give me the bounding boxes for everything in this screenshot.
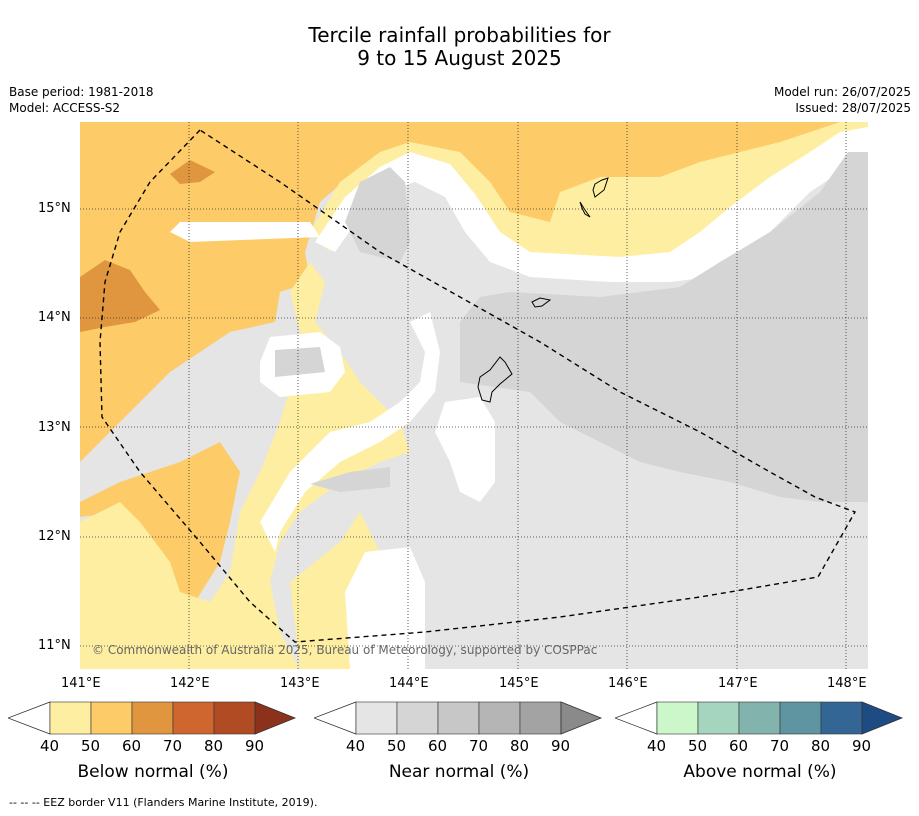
near-cb-swatch-50-60 xyxy=(396,701,439,735)
above-cb-swatch-40-50 xyxy=(656,701,699,735)
lon-label-145e: 145°E xyxy=(499,676,539,691)
near-cb-swatch-70-80 xyxy=(478,701,521,735)
above-cb-swatch-50-60 xyxy=(697,701,740,735)
issued-date: Issued: 28/07/2025 xyxy=(795,101,911,115)
below-cb-tick-80: 80 xyxy=(204,737,224,755)
graticule xyxy=(80,122,868,669)
chart-title-line1: Tercile rainfall probabilities for xyxy=(308,23,611,47)
near-cb-swatch-60-70 xyxy=(437,701,480,735)
above-cb-tick-40: 40 xyxy=(647,737,667,755)
above-cb-swatch-70-80 xyxy=(779,701,822,735)
lon-label-147e: 147°E xyxy=(718,676,758,691)
near-cb-tick-60: 60 xyxy=(428,737,448,755)
above-cb-tick-50: 50 xyxy=(688,737,708,755)
no-dominant-south-patch xyxy=(345,547,425,669)
lon-label-142e: 142°E xyxy=(170,676,210,691)
lon-label-141e: 141°E xyxy=(61,676,101,691)
near-cb-swatch-40-50 xyxy=(355,701,398,735)
near-normal-colorbar-title: Near normal (%) xyxy=(388,762,530,782)
chart-title-line2: 9 to 15 August 2025 xyxy=(357,46,562,70)
near-cb-upper-extension xyxy=(560,701,603,735)
model-name: Model: ACCESS-S2 xyxy=(9,101,121,115)
below-cb-swatch-40-50 xyxy=(49,701,92,735)
lat-label-11n: 11°N xyxy=(38,638,71,653)
lon-label-143e: 143°E xyxy=(280,676,320,691)
below-cb-tick-50: 50 xyxy=(81,737,101,755)
above-cb-tick-70: 70 xyxy=(770,737,790,755)
below-cb-lower-extension xyxy=(8,701,51,735)
above-cb-lower-extension xyxy=(615,701,658,735)
above-cb-tick-80: 80 xyxy=(811,737,831,755)
near-cb-tick-80: 80 xyxy=(510,737,530,755)
below-cb-swatch-70-80 xyxy=(172,701,215,735)
guam-island xyxy=(477,356,513,403)
above-cb-tick-60: 60 xyxy=(729,737,749,755)
lat-label-12n: 12°N xyxy=(38,529,71,544)
lat-label-13n: 13°N xyxy=(38,420,71,435)
above-cb-swatch-60-70 xyxy=(738,701,781,735)
below-cb-swatch-60-70 xyxy=(131,701,174,735)
above-cb-swatch-80-90 xyxy=(820,701,863,735)
lat-label-14n: 14°N xyxy=(38,310,71,325)
below-cb-swatch-50-60 xyxy=(90,701,133,735)
near-cb-tick-70: 70 xyxy=(469,737,489,755)
above-normal-colorbar xyxy=(615,701,904,735)
below-normal-40-band-north xyxy=(310,122,868,272)
no-dominant-band-north xyxy=(315,127,868,282)
near-cb-tick-90: 90 xyxy=(551,737,571,755)
near-cb-tick-40: 40 xyxy=(346,737,366,755)
below-cb-tick-70: 70 xyxy=(163,737,183,755)
below-normal-colorbar-title: Below normal (%) xyxy=(77,762,229,782)
near-normal-50-sliver xyxy=(310,467,390,492)
near-normal-50-ring xyxy=(275,347,325,377)
above-cb-upper-extension xyxy=(861,701,904,735)
near-cb-swatch-80-90 xyxy=(519,701,562,735)
lon-label-146e: 146°E xyxy=(608,676,648,691)
below-normal-colorbar xyxy=(8,701,297,735)
near-normal-50-region xyxy=(460,152,868,502)
base-period: Base period: 1981-2018 xyxy=(9,85,154,99)
lon-label-144e: 144°E xyxy=(389,676,429,691)
lon-label-148e: 148°E xyxy=(827,676,867,691)
below-normal-50-south xyxy=(80,442,240,602)
near-normal-colorbar xyxy=(314,701,603,735)
below-cb-tick-40: 40 xyxy=(40,737,60,755)
below-normal-60-west xyxy=(80,260,160,332)
below-cb-swatch-80-90 xyxy=(213,701,256,735)
below-normal-60-northwest xyxy=(170,160,215,184)
no-dominant-band-mid xyxy=(170,222,320,242)
no-dominant-east-ring xyxy=(435,397,495,502)
near-cb-lower-extension xyxy=(314,701,357,735)
below-cb-tick-90: 90 xyxy=(245,737,265,755)
copyright-notice: © Commonwealth of Australia 2025, Bureau… xyxy=(92,643,597,657)
lat-label-15n: 15°N xyxy=(38,201,71,216)
near-cb-tick-50: 50 xyxy=(387,737,407,755)
eez-border-footnote: -- -- -- EEZ border V11 (Flanders Marine… xyxy=(9,796,318,809)
rota-island xyxy=(531,297,552,308)
saipan-island xyxy=(592,177,609,198)
below-cb-upper-extension xyxy=(254,701,297,735)
no-dominant-band-south xyxy=(260,312,440,552)
above-cb-tick-90: 90 xyxy=(852,737,872,755)
model-run-date: Model run: 26/07/2025 xyxy=(773,85,911,99)
above-normal-colorbar-title: Above normal (%) xyxy=(683,762,837,782)
rainfall-probability-map: © Commonwealth of Australia 2025, Bureau… xyxy=(80,122,868,669)
below-cb-tick-60: 60 xyxy=(122,737,142,755)
